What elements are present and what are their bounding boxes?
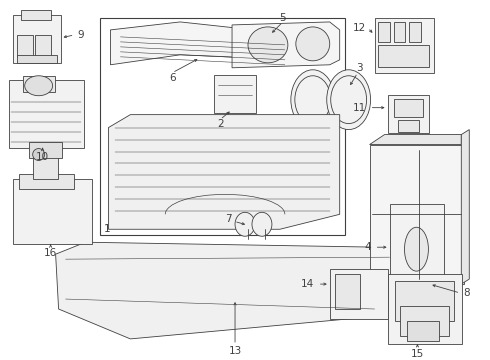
Bar	[378, 45, 429, 67]
Ellipse shape	[235, 212, 255, 236]
Polygon shape	[55, 242, 399, 339]
Bar	[388, 274, 462, 344]
Polygon shape	[108, 114, 340, 229]
Bar	[21, 10, 50, 20]
Text: 13: 13	[228, 346, 242, 356]
Bar	[100, 18, 344, 235]
Text: 16: 16	[44, 248, 57, 258]
Bar	[13, 179, 93, 244]
Polygon shape	[232, 22, 340, 68]
Ellipse shape	[24, 76, 52, 96]
Text: 5: 5	[280, 13, 286, 23]
Polygon shape	[369, 135, 461, 144]
Bar	[17, 35, 33, 57]
Text: 6: 6	[169, 73, 175, 83]
Ellipse shape	[252, 212, 272, 236]
Bar	[214, 75, 256, 113]
Bar	[394, 281, 454, 321]
Bar	[399, 306, 449, 336]
Bar	[397, 120, 419, 131]
Bar	[19, 175, 74, 189]
Bar	[390, 204, 444, 289]
Bar	[374, 18, 435, 73]
Bar	[378, 22, 390, 42]
Ellipse shape	[296, 27, 330, 61]
Bar	[369, 144, 465, 284]
Ellipse shape	[404, 227, 428, 271]
Bar	[35, 35, 50, 57]
Bar	[17, 55, 57, 63]
Polygon shape	[461, 130, 469, 284]
Bar	[29, 141, 62, 158]
Text: 3: 3	[356, 63, 363, 73]
Text: 12: 12	[353, 23, 366, 33]
Text: 15: 15	[411, 349, 424, 359]
Bar	[23, 76, 54, 92]
Bar	[393, 22, 406, 42]
Text: 14: 14	[301, 279, 315, 289]
Bar	[33, 154, 58, 179]
Ellipse shape	[33, 149, 45, 161]
Ellipse shape	[327, 70, 370, 130]
Text: 1: 1	[104, 224, 111, 234]
Bar	[388, 95, 429, 132]
Ellipse shape	[291, 70, 335, 130]
Bar	[9, 80, 83, 148]
Ellipse shape	[248, 27, 288, 63]
Bar	[335, 274, 360, 309]
Text: 8: 8	[463, 288, 469, 298]
Bar	[393, 99, 423, 117]
Bar	[330, 269, 388, 319]
Text: 11: 11	[353, 103, 366, 113]
Bar	[410, 22, 421, 42]
Text: 7: 7	[225, 214, 231, 224]
Text: 2: 2	[217, 118, 223, 129]
Bar	[13, 15, 61, 63]
Text: 4: 4	[364, 242, 371, 252]
Polygon shape	[110, 22, 300, 65]
Text: 10: 10	[36, 153, 49, 162]
Bar	[408, 321, 440, 341]
Text: 9: 9	[77, 30, 84, 40]
